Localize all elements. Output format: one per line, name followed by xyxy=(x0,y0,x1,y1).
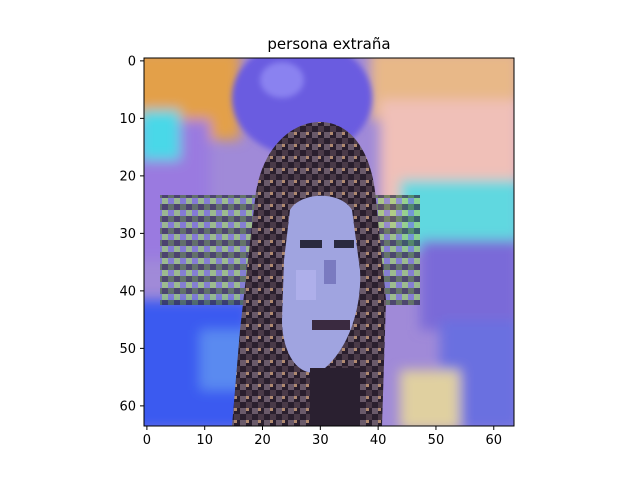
image-area xyxy=(144,58,514,426)
x-tick-label: 60 xyxy=(485,433,502,448)
x-tick-label: 40 xyxy=(370,433,387,448)
face-features xyxy=(296,240,354,330)
x-tick-label: 20 xyxy=(254,433,271,448)
x-tick-label: 0 xyxy=(143,433,151,448)
y-tick-label: 60 xyxy=(119,399,136,414)
y-tick-label: 20 xyxy=(119,169,136,184)
x-tick-label: 50 xyxy=(428,433,445,448)
y-tick-label: 10 xyxy=(119,112,136,127)
y-tick-label: 50 xyxy=(119,342,136,357)
y-tick-label: 40 xyxy=(119,284,136,299)
y-axis: 0 10 20 30 40 50 60 xyxy=(119,54,144,414)
y-tick-label: 30 xyxy=(119,227,136,242)
x-axis: 0 10 20 30 40 50 60 xyxy=(143,426,502,448)
y-tick-label: 0 xyxy=(128,54,136,69)
neck xyxy=(310,368,360,426)
chart-title: persona extraña xyxy=(267,35,390,53)
x-tick-label: 10 xyxy=(196,433,213,448)
balloon-highlight xyxy=(260,62,304,98)
axes-frame xyxy=(143,57,515,427)
x-tick-label: 30 xyxy=(312,433,329,448)
